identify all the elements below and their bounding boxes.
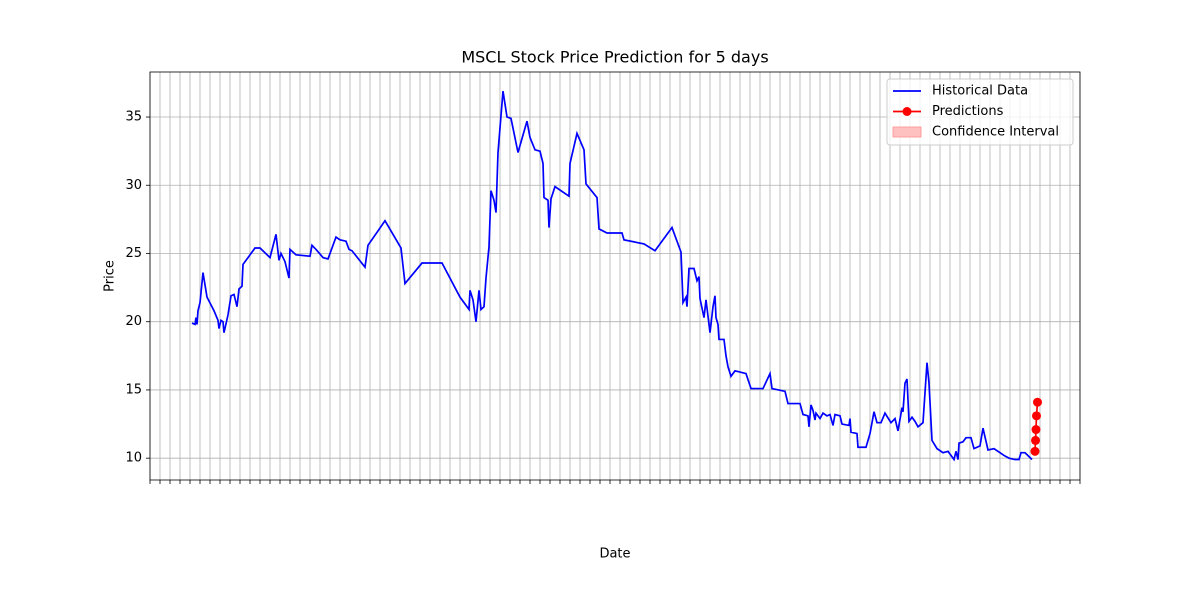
y-tick-label: 20 [125,314,142,329]
y-tick-label: 15 [125,382,142,397]
y-tick-label: 30 [125,178,142,193]
y-tick-label: 10 [125,451,142,466]
y-axis-label: Price [103,260,118,292]
point-marker [1031,425,1041,435]
legend-swatch [892,126,922,138]
y-tick-label: 25 [125,246,142,261]
series-line [191,90,1033,462]
chart-title: MSCL Stock Price Prediction for 5 days [461,48,768,67]
legend-marker [902,107,912,116]
point-marker [1033,397,1042,407]
point-marker [1032,411,1041,421]
legend-label: Predictions [932,104,1004,119]
legend-label: Confidence Interval [932,125,1059,140]
point-marker [1030,446,1040,456]
x-axis-label: Date [599,547,630,562]
legend-label: Historical Data [932,84,1028,99]
y-tick-label: 35 [125,110,142,125]
legend-box [886,78,1074,146]
point-marker [1031,435,1040,445]
axes-frame [149,71,1081,481]
